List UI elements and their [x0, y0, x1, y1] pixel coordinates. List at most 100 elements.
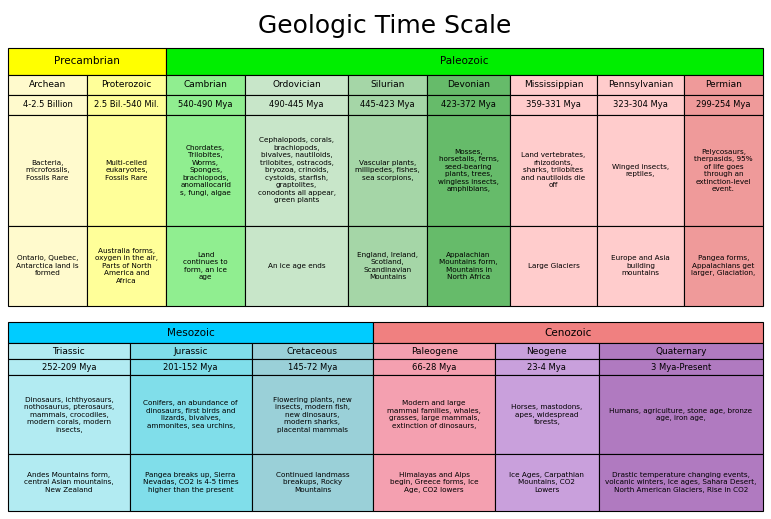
Bar [87, 75, 166, 94]
Text: Precambrian: Precambrian [54, 57, 120, 66]
Bar [348, 75, 427, 94]
Text: Chordates,
Trilobites,
Worms,
Sponges,
brachiopods,
anomallocarid
s, fungi, alga: Chordates, Trilobites, Worms, Sponges, b… [180, 145, 231, 196]
Text: 145-72 Mya: 145-72 Mya [288, 363, 337, 372]
Text: Pelycosaurs,
therpasids, 95%
of life goes
through an
extinction-level
event.: Pelycosaurs, therpasids, 95% of life goe… [694, 148, 752, 192]
Bar [166, 226, 245, 306]
Bar [251, 360, 373, 375]
Text: Paleogene: Paleogene [411, 347, 458, 356]
Bar [373, 322, 763, 344]
Bar [684, 115, 763, 226]
Bar [87, 226, 166, 306]
Bar [427, 75, 510, 94]
Text: Appalachian
Mountains form,
Mountains in
North Africa: Appalachian Mountains form, Mountains in… [439, 252, 498, 280]
Bar [348, 226, 427, 306]
Bar [597, 75, 684, 94]
Text: Neogene: Neogene [527, 347, 567, 356]
Bar [166, 75, 245, 94]
Text: 445-423 Mya: 445-423 Mya [360, 100, 415, 109]
Text: Large Glaciers: Large Glaciers [527, 263, 580, 269]
Bar [130, 454, 251, 511]
Bar [8, 75, 87, 94]
Text: Mesozoic: Mesozoic [167, 327, 214, 338]
Text: Ordovician: Ordovician [272, 80, 321, 89]
Text: England, Ireland,
Scotland,
Scandinavian
Mountains: England, Ireland, Scotland, Scandinavian… [357, 252, 418, 280]
Text: Land vertebrates,
rhizodonts,
sharks, trilobites
and nautiloids die
off: Land vertebrates, rhizodonts, sharks, tr… [521, 153, 586, 188]
Text: Archean: Archean [29, 80, 66, 89]
Text: Horses, mastodons,
apes, widespread
forests,: Horses, mastodons, apes, widespread fore… [511, 404, 582, 425]
Bar [251, 454, 373, 511]
Bar [684, 75, 763, 94]
Text: Cambrian: Cambrian [183, 80, 227, 89]
Bar [251, 375, 373, 454]
Bar [8, 360, 130, 375]
Bar [8, 454, 130, 511]
Bar [684, 226, 763, 306]
Bar [348, 115, 427, 226]
Bar [427, 94, 510, 115]
Text: Andes Mountains form,
central Asian mountains,
New Zealand: Andes Mountains form, central Asian moun… [24, 472, 113, 493]
Bar [373, 360, 495, 375]
Bar [130, 375, 251, 454]
Bar [87, 115, 166, 226]
Bar [348, 94, 427, 115]
Bar [598, 360, 763, 375]
Text: 299-254 Mya: 299-254 Mya [696, 100, 751, 109]
Text: Quaternary: Quaternary [655, 347, 706, 356]
Text: Dinosaurs, ichthyosaurs,
nothosaurus, pterosaurs,
mammals, crocodiles,
modern co: Dinosaurs, ichthyosaurs, nothosaurus, pt… [24, 397, 114, 433]
Text: Conifers, an abundance of
dinosaurs, first birds and
lizards, bivalves,
ammonite: Conifers, an abundance of dinosaurs, fir… [143, 401, 238, 429]
Text: 490-445 Mya: 490-445 Mya [269, 100, 324, 109]
Bar [495, 344, 598, 360]
Bar [8, 94, 87, 115]
Text: Himalayas and Alps
begin, Greece forms, Ice
Age, CO2 lowers: Himalayas and Alps begin, Greece forms, … [390, 472, 479, 493]
Bar [373, 454, 495, 511]
Text: 201-152 Mya: 201-152 Mya [163, 363, 218, 372]
Text: 23-4 Mya: 23-4 Mya [527, 363, 566, 372]
Bar [510, 115, 597, 226]
Text: Ice Ages, Carpathian
Mountains, CO2
Lowers: Ice Ages, Carpathian Mountains, CO2 Lowe… [510, 472, 584, 493]
Text: Cephalopods, corals,
brachiopods,
bivalves, nautiloids,
trilobites, ostracods,
b: Cephalopods, corals, brachiopods, bivalv… [258, 138, 335, 203]
Text: Multi-celled
eukaryotes,
Fossils Rare: Multi-celled eukaryotes, Fossils Rare [106, 160, 148, 181]
Bar [8, 344, 130, 360]
Bar [510, 94, 597, 115]
Bar [598, 344, 763, 360]
Text: 423-372 Mya: 423-372 Mya [441, 100, 496, 109]
Bar [166, 94, 245, 115]
Bar [373, 344, 495, 360]
Bar [166, 115, 245, 226]
Text: 4-2.5 Billion: 4-2.5 Billion [22, 100, 72, 109]
Bar [87, 94, 166, 115]
Bar [251, 344, 373, 360]
Bar [684, 94, 763, 115]
Bar [8, 375, 130, 454]
Text: Winged insects,
reptiles,: Winged insects, reptiles, [612, 163, 669, 177]
Text: 2.5 Bil.-540 Mil.: 2.5 Bil.-540 Mil. [94, 100, 159, 109]
Text: Flowering plants, new
insects, modern fish,
new dinosaurs,
modern sharks,
placen: Flowering plants, new insects, modern fi… [273, 397, 352, 433]
Text: Geologic Time Scale: Geologic Time Scale [258, 14, 512, 38]
Text: Proterozoic: Proterozoic [102, 80, 152, 89]
Text: Land
continues to
form, an Ice
age: Land continues to form, an Ice age [183, 252, 228, 280]
Bar [130, 344, 251, 360]
Bar [495, 375, 598, 454]
Bar [373, 375, 495, 454]
Text: Europe and Asia
building
mountains: Europe and Asia building mountains [611, 255, 670, 277]
Bar [495, 360, 598, 375]
Bar [598, 375, 763, 454]
Bar [427, 226, 510, 306]
Bar [166, 48, 763, 75]
Text: Australia forms,
oxygen in the air,
Parts of North
America and
Africa: Australia forms, oxygen in the air, Part… [95, 248, 158, 284]
Text: 540-490 Mya: 540-490 Mya [178, 100, 233, 109]
Bar [8, 115, 87, 226]
Text: Continued landmass
breakups, Rocky
Mountains: Continued landmass breakups, Rocky Mount… [275, 472, 349, 493]
Text: Ontario, Quebec,
Antarctica land is
formed: Ontario, Quebec, Antarctica land is form… [16, 255, 79, 277]
Text: 323-304 Mya: 323-304 Mya [613, 100, 668, 109]
Text: Humans, agriculture, stone age, bronze
age, iron age,: Humans, agriculture, stone age, bronze a… [609, 408, 752, 421]
Bar [597, 94, 684, 115]
Bar [427, 115, 510, 226]
Bar [245, 115, 348, 226]
Bar [597, 226, 684, 306]
Text: 359-331 Mya: 359-331 Mya [526, 100, 581, 109]
Text: Cretaceous: Cretaceous [287, 347, 338, 356]
Text: Bacteria,
microfossils,
Fossils Rare: Bacteria, microfossils, Fossils Rare [25, 160, 70, 181]
Text: Vascular plants,
millipedes, fishes,
sea scorpions,: Vascular plants, millipedes, fishes, sea… [355, 160, 420, 181]
Bar [245, 94, 348, 115]
